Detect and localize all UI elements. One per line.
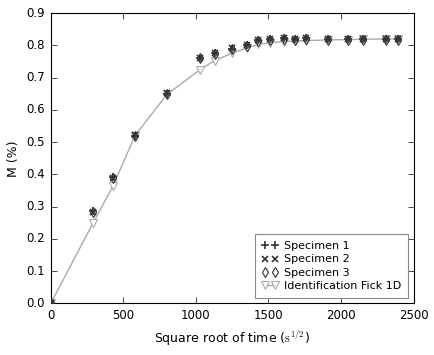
Specimen 3 xyxy=(164,92,169,96)
Specimen 2 xyxy=(255,38,260,42)
Identification Fick 1D xyxy=(229,51,234,55)
Specimen 2 xyxy=(197,55,202,60)
Specimen 3 xyxy=(345,38,350,42)
Identification Fick 1D xyxy=(281,39,286,44)
Identification Fick 1D xyxy=(197,67,202,72)
Specimen 1 xyxy=(243,43,249,48)
Specimen 1 xyxy=(359,37,365,41)
Identification Fick 1D xyxy=(164,92,169,97)
Specimen 2 xyxy=(291,37,296,41)
Specimen 1 xyxy=(132,133,137,138)
Specimen 2 xyxy=(110,175,115,180)
Line: Specimen 1: Specimen 1 xyxy=(46,34,401,307)
Specimen 1 xyxy=(394,37,399,41)
Identification Fick 1D xyxy=(303,38,308,43)
Specimen 1 xyxy=(291,37,296,41)
Specimen 1 xyxy=(48,301,53,306)
Specimen 1 xyxy=(281,36,286,40)
Specimen 3 xyxy=(132,134,137,138)
Specimen 1 xyxy=(212,51,217,56)
Legend: Specimen 1, Specimen 2, Specimen 3, Identification Fick 1D: Specimen 1, Specimen 2, Specimen 3, Iden… xyxy=(255,234,407,298)
Identification Fick 1D xyxy=(382,37,388,41)
Identification Fick 1D xyxy=(291,39,296,43)
Specimen 1 xyxy=(110,175,115,179)
X-axis label: Square root of time ($\mathrm{s}^{1/2}$): Square root of time ($\mathrm{s}^{1/2}$) xyxy=(154,329,309,348)
Specimen 2 xyxy=(229,46,234,50)
Specimen 2 xyxy=(48,301,53,306)
Identification Fick 1D xyxy=(255,42,260,47)
Specimen 3 xyxy=(229,47,234,51)
Specimen 1 xyxy=(382,37,388,41)
Specimen 3 xyxy=(90,210,95,214)
Specimen 3 xyxy=(48,301,53,306)
Specimen 2 xyxy=(345,37,350,41)
Specimen 3 xyxy=(281,37,286,41)
Specimen 2 xyxy=(281,36,286,40)
Specimen 3 xyxy=(110,176,115,180)
Identification Fick 1D xyxy=(325,38,330,42)
Specimen 2 xyxy=(325,37,330,41)
Specimen 1 xyxy=(90,209,95,214)
Y-axis label: M (%): M (%) xyxy=(7,140,20,176)
Identification Fick 1D xyxy=(345,38,350,42)
Specimen 1 xyxy=(325,37,330,41)
Specimen 3 xyxy=(255,38,260,43)
Specimen 3 xyxy=(394,38,399,42)
Identification Fick 1D xyxy=(132,133,137,138)
Identification Fick 1D xyxy=(394,37,399,41)
Specimen 3 xyxy=(303,37,308,41)
Identification Fick 1D xyxy=(212,59,217,63)
Specimen 2 xyxy=(266,37,272,41)
Identification Fick 1D xyxy=(90,221,95,225)
Identification Fick 1D xyxy=(243,46,249,50)
Specimen 2 xyxy=(164,91,169,95)
Line: Specimen 3: Specimen 3 xyxy=(47,35,401,307)
Identification Fick 1D xyxy=(48,301,53,306)
Specimen 3 xyxy=(243,44,249,48)
Specimen 1 xyxy=(266,37,272,41)
Specimen 3 xyxy=(197,56,202,60)
Line: Identification Fick 1D: Identification Fick 1D xyxy=(47,35,401,307)
Specimen 1 xyxy=(345,37,350,41)
Specimen 3 xyxy=(359,38,365,42)
Line: Specimen 2: Specimen 2 xyxy=(47,35,400,307)
Specimen 2 xyxy=(212,51,217,55)
Specimen 3 xyxy=(291,38,296,42)
Identification Fick 1D xyxy=(266,41,272,45)
Specimen 3 xyxy=(212,52,217,56)
Specimen 1 xyxy=(255,38,260,42)
Specimen 2 xyxy=(359,37,365,41)
Specimen 3 xyxy=(266,38,272,42)
Specimen 3 xyxy=(325,38,330,42)
Specimen 2 xyxy=(303,36,308,40)
Specimen 2 xyxy=(243,43,249,48)
Specimen 3 xyxy=(382,38,388,42)
Specimen 2 xyxy=(90,210,95,214)
Identification Fick 1D xyxy=(359,37,365,42)
Specimen 2 xyxy=(382,37,388,41)
Identification Fick 1D xyxy=(110,184,115,188)
Specimen 1 xyxy=(197,56,202,60)
Specimen 1 xyxy=(303,36,308,40)
Specimen 1 xyxy=(229,47,234,51)
Specimen 2 xyxy=(394,37,399,41)
Specimen 2 xyxy=(132,133,137,137)
Specimen 1 xyxy=(164,92,169,96)
